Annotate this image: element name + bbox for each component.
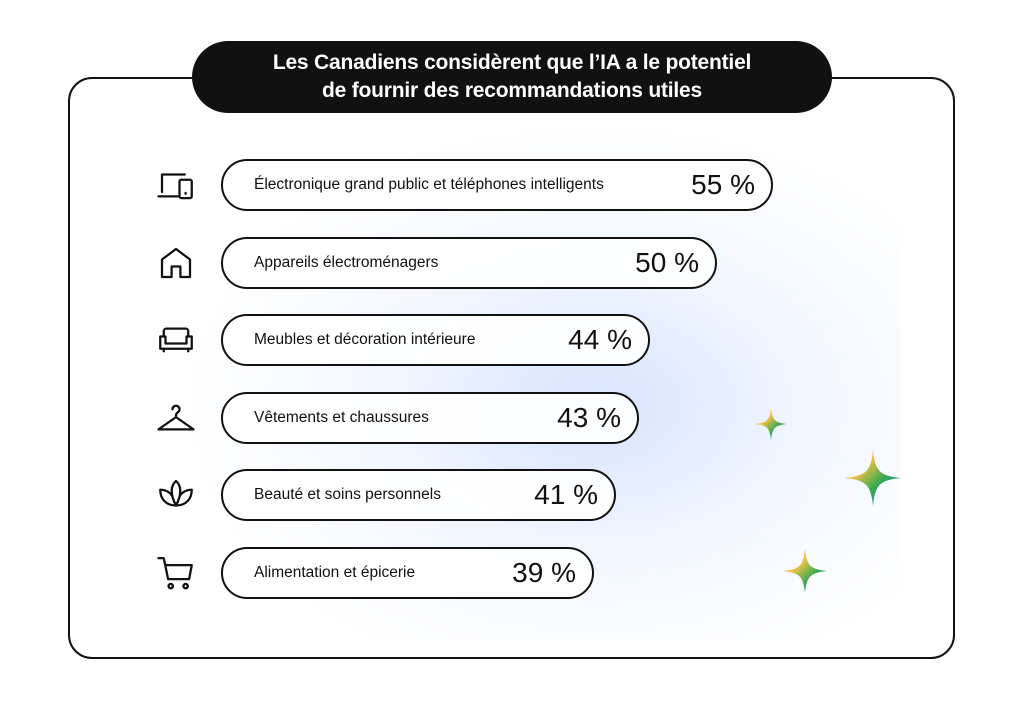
bar-pill: Meubles et décoration intérieure 44 % <box>221 314 650 366</box>
bar-pill: Alimentation et épicerie 39 % <box>221 547 594 599</box>
bar-value-label: 39 % <box>512 557 576 588</box>
bar-label: Alimentation et épicerie <box>254 564 416 581</box>
bar-pill: Vêtements et chaussures 43 % <box>221 392 639 444</box>
hanger-icon <box>152 394 200 442</box>
bar-pill: Électronique grand public et téléphones … <box>221 159 773 211</box>
sparkle-small-icon <box>755 408 787 440</box>
lotus-icon <box>152 471 200 519</box>
bar-value-label: 55 % <box>691 169 755 200</box>
devices-icon <box>152 161 200 209</box>
bar-pill: Beauté et soins personnels 41 % <box>221 469 616 521</box>
bar-label: Électronique grand public et téléphones … <box>254 176 604 193</box>
sparkle-medium-icon <box>783 549 827 593</box>
bar-value-label: 43 % <box>557 402 621 433</box>
bar-value-label: 44 % <box>568 324 632 355</box>
sparkle-large-icon <box>845 450 901 506</box>
home-icon <box>152 239 200 287</box>
chart-title: Les Canadiens considèrent que l’IA a le … <box>192 41 832 113</box>
bar-label: Vêtements et chaussures <box>254 409 429 426</box>
bar-label: Meubles et décoration intérieure <box>254 331 476 348</box>
bar-pill: Appareils électroménagers 50 % <box>221 237 717 289</box>
sofa-icon <box>152 316 200 364</box>
cart-icon <box>152 549 200 597</box>
bar-value-label: 41 % <box>534 479 598 510</box>
bar-value-label: 50 % <box>635 247 699 278</box>
bar-label: Beauté et soins personnels <box>254 486 441 503</box>
bar-label: Appareils électroménagers <box>254 254 439 271</box>
